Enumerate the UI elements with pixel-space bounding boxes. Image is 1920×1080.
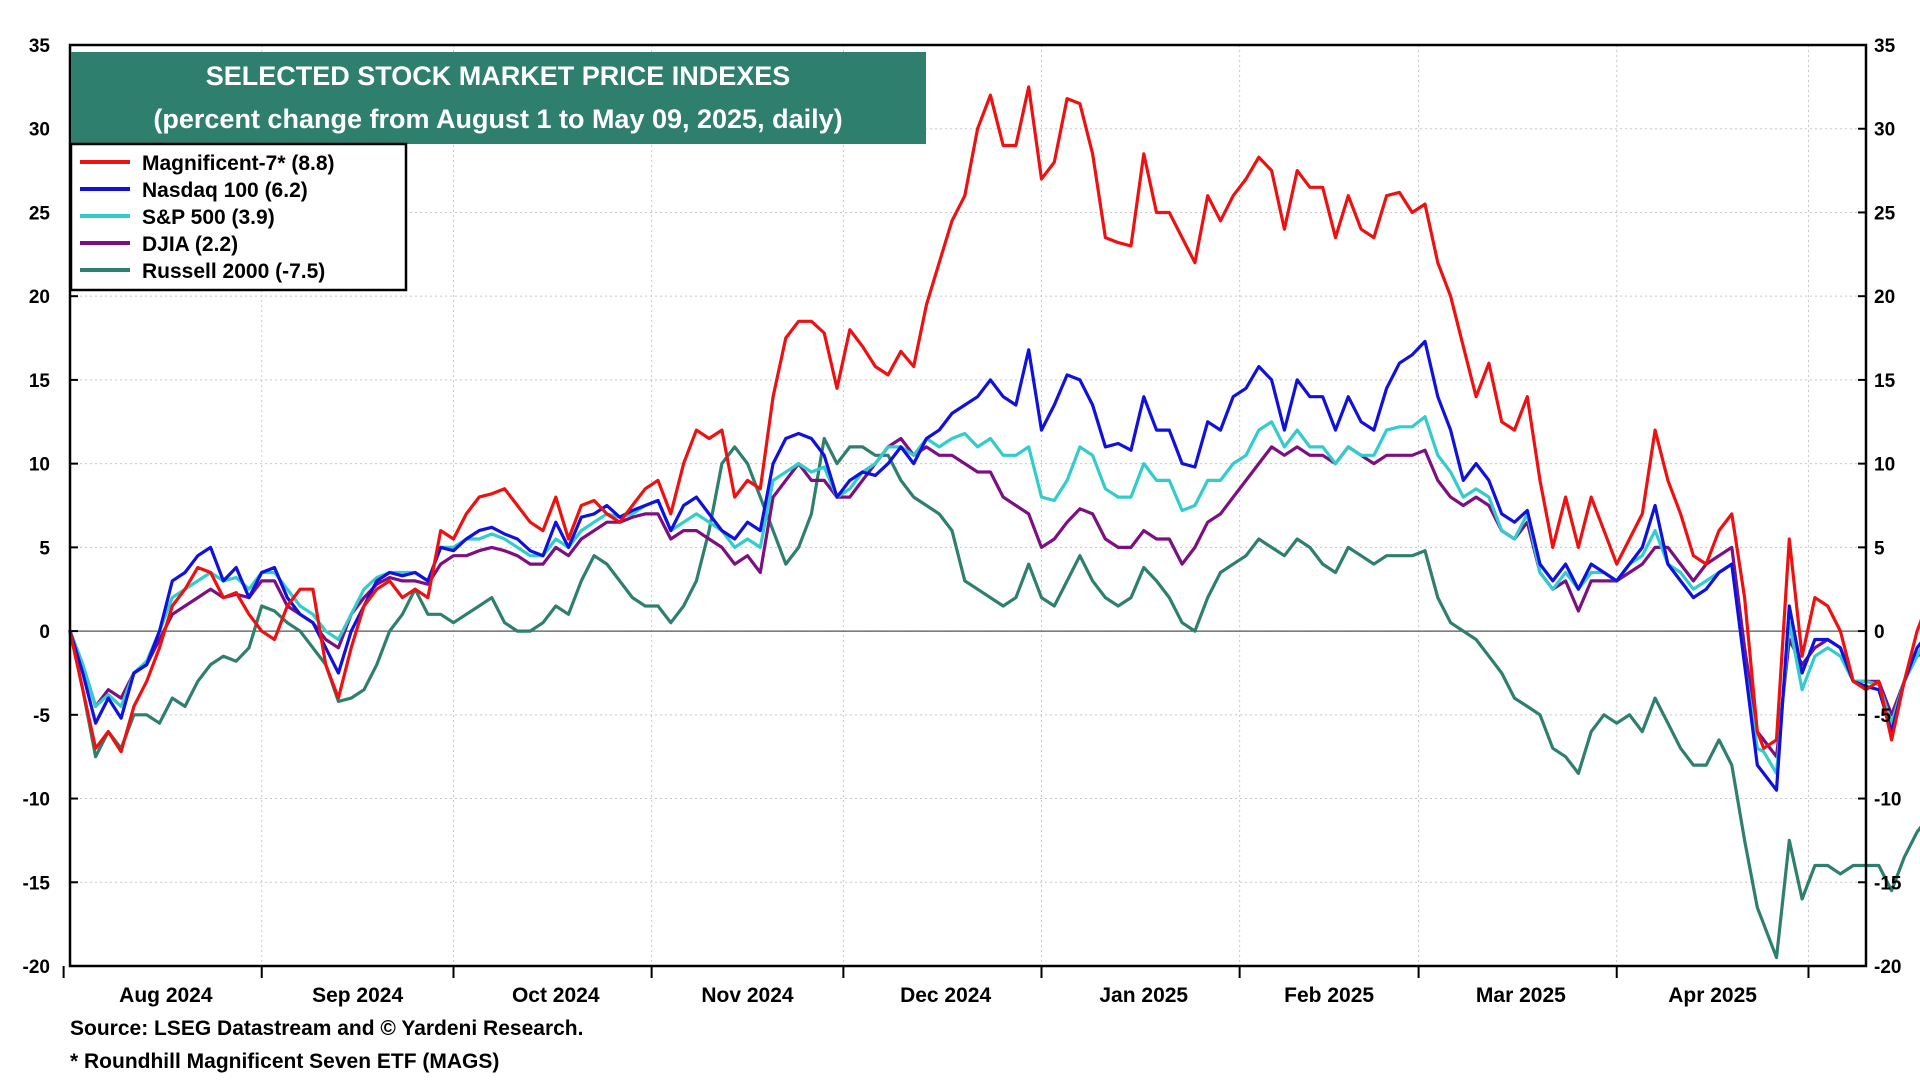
y-tick-label-left: -5 bbox=[33, 706, 50, 727]
x-tick-label: Mar 2025 bbox=[1476, 984, 1566, 1007]
series-line-magnificent7 bbox=[68, 85, 1920, 754]
legend: Magnificent-7* (8.8) Nasdaq 100 (6.2) S&… bbox=[69, 142, 408, 292]
y-tick-label-right: 25 bbox=[1874, 203, 1896, 224]
legend-label: S&P 500 (3.9) bbox=[142, 206, 275, 229]
series-line-nasdaq100 bbox=[68, 339, 1920, 792]
y-tick-label-left: 25 bbox=[29, 203, 51, 224]
x-tick-label: Feb 2025 bbox=[1284, 984, 1374, 1007]
legend-label: Magnificent-7* (8.8) bbox=[142, 152, 335, 175]
x-tick-label: Nov 2024 bbox=[701, 984, 794, 1007]
y-tick-label-right: -5 bbox=[1874, 706, 1891, 727]
legend-item-russell2000: Russell 2000 (-7.5) bbox=[80, 260, 325, 283]
y-tick-label-right: 10 bbox=[1874, 455, 1895, 476]
legend-label: Nasdaq 100 (6.2) bbox=[142, 179, 308, 202]
legend-label: Russell 2000 (-7.5) bbox=[142, 260, 325, 283]
chart-subtitle: (percent change from August 1 to May 09,… bbox=[153, 104, 842, 134]
x-tick-label: Sep 2024 bbox=[312, 984, 403, 1007]
x-tick-label: Oct 2024 bbox=[512, 984, 600, 1007]
y-tick-label-left: -15 bbox=[23, 873, 51, 894]
y-tick-label-left: 30 bbox=[29, 120, 50, 141]
series-line-russell2000 bbox=[68, 436, 1920, 960]
y-tick-label-right: 35 bbox=[1874, 36, 1896, 57]
legend-item-djia: DJIA (2.2) bbox=[80, 233, 238, 256]
series-layer bbox=[68, 85, 1920, 960]
y-tick-label-left: 20 bbox=[29, 287, 50, 308]
legend-item-sp500: S&P 500 (3.9) bbox=[80, 206, 275, 229]
y-tick-label-right: 15 bbox=[1874, 371, 1896, 392]
y-tick-label-left: 0 bbox=[39, 622, 50, 643]
y-tick-label-left: -20 bbox=[23, 957, 50, 978]
series-line-djia bbox=[68, 436, 1920, 759]
y-tick-label-right: 5 bbox=[1874, 538, 1885, 559]
x-tick-label: Aug 2024 bbox=[119, 984, 213, 1007]
source-note: Source: LSEG Datastream and © Yardeni Re… bbox=[70, 1017, 584, 1040]
title-box: SELECTED STOCK MARKET PRICE INDEXES (per… bbox=[71, 52, 926, 144]
y-tick-label-right: 30 bbox=[1874, 120, 1895, 141]
legend-item-nasdaq100: Nasdaq 100 (6.2) bbox=[80, 179, 308, 202]
y-tick-label-left: 5 bbox=[39, 538, 50, 559]
y-tick-label-right: 0 bbox=[1874, 622, 1885, 643]
chart-title: SELECTED STOCK MARKET PRICE INDEXES bbox=[206, 61, 791, 91]
plot-frame bbox=[68, 43, 1868, 968]
x-tick-label: Jan 2025 bbox=[1099, 984, 1188, 1007]
legend-item-magnificent7: Magnificent-7* (8.8) bbox=[80, 152, 335, 175]
title-background bbox=[71, 52, 926, 144]
axis-ticks: 35 35 30 30 25 25 20 20 15 15 10 10 5 5 0 0 -5 -5 -10 -10 -1… bbox=[23, 36, 1902, 1007]
y-tick-label-right: 20 bbox=[1874, 287, 1895, 308]
y-tick-label-left: -10 bbox=[23, 790, 50, 811]
y-tick-label-left: 35 bbox=[29, 36, 51, 57]
x-tick-label: Apr 2025 bbox=[1668, 984, 1757, 1007]
legend-label: DJIA (2.2) bbox=[142, 233, 238, 256]
y-tick-label-left: 15 bbox=[29, 371, 51, 392]
x-tick-label: Dec 2024 bbox=[900, 984, 991, 1007]
footnote-mags: * Roundhill Magnificent Seven ETF (MAGS) bbox=[70, 1050, 500, 1073]
y-tick-label-right: -10 bbox=[1874, 790, 1901, 811]
y-tick-label-right: -20 bbox=[1874, 957, 1901, 978]
y-tick-label-right: -15 bbox=[1874, 873, 1902, 894]
y-tick-label-left: 10 bbox=[29, 455, 50, 476]
series-line-sp500 bbox=[68, 415, 1920, 776]
